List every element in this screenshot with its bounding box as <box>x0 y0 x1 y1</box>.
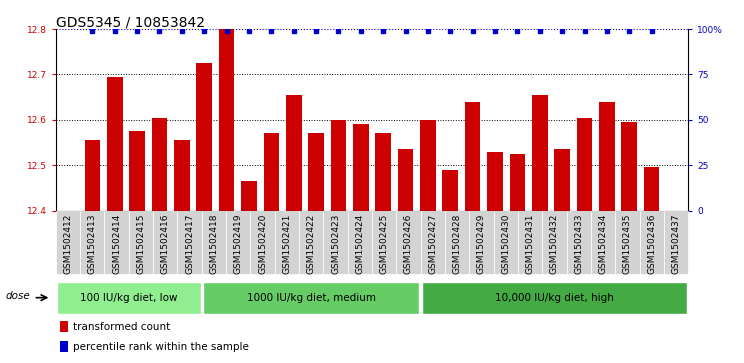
Bar <box>465 102 481 211</box>
Text: GSM1502437: GSM1502437 <box>672 214 681 274</box>
Bar <box>174 140 190 211</box>
Bar <box>263 133 279 211</box>
Bar <box>299 211 324 274</box>
Text: GSM1502417: GSM1502417 <box>185 214 194 274</box>
Bar <box>420 211 445 274</box>
Bar <box>493 211 518 274</box>
Text: transformed count: transformed count <box>73 322 170 332</box>
Text: GSM1502426: GSM1502426 <box>404 214 413 274</box>
Bar <box>577 118 592 211</box>
Bar <box>60 341 68 352</box>
Bar <box>104 211 129 274</box>
Bar <box>372 211 397 274</box>
Text: dose: dose <box>6 291 31 301</box>
Bar <box>129 131 145 211</box>
Bar <box>152 118 167 211</box>
FancyBboxPatch shape <box>57 282 201 314</box>
Bar <box>376 133 391 211</box>
Text: GSM1502415: GSM1502415 <box>136 214 145 274</box>
Bar <box>56 211 80 274</box>
Text: GDS5345 / 10853842: GDS5345 / 10853842 <box>56 15 205 29</box>
Bar <box>599 102 615 211</box>
Text: GSM1502434: GSM1502434 <box>599 214 608 274</box>
Text: GSM1502425: GSM1502425 <box>379 214 388 274</box>
Bar <box>275 211 299 274</box>
Text: GSM1502419: GSM1502419 <box>234 214 243 274</box>
Bar <box>487 151 503 211</box>
FancyBboxPatch shape <box>203 282 420 314</box>
Text: percentile rank within the sample: percentile rank within the sample <box>73 342 248 352</box>
Text: GSM1502422: GSM1502422 <box>307 214 315 274</box>
Bar <box>353 124 368 211</box>
Bar <box>615 211 640 274</box>
Bar <box>443 170 458 211</box>
Bar <box>640 211 664 274</box>
Bar <box>397 211 420 274</box>
Text: GSM1502430: GSM1502430 <box>501 214 510 274</box>
Bar <box>445 211 469 274</box>
Bar <box>226 211 251 274</box>
Bar <box>107 77 123 211</box>
Bar <box>469 211 493 274</box>
Text: GSM1502431: GSM1502431 <box>525 214 535 274</box>
Bar <box>60 321 68 333</box>
Bar <box>196 63 212 211</box>
Text: GSM1502432: GSM1502432 <box>550 214 559 274</box>
Bar <box>420 120 436 211</box>
Bar <box>621 122 637 211</box>
Text: GSM1502418: GSM1502418 <box>209 214 219 274</box>
Bar <box>153 211 177 274</box>
Bar <box>591 211 615 274</box>
Bar <box>510 154 525 211</box>
Bar <box>518 211 542 274</box>
Text: GSM1502412: GSM1502412 <box>63 214 72 274</box>
Bar <box>664 211 688 274</box>
Bar <box>308 133 324 211</box>
Text: GSM1502436: GSM1502436 <box>647 214 656 274</box>
Bar <box>644 167 659 211</box>
Bar <box>177 211 202 274</box>
Bar <box>286 95 301 211</box>
Bar <box>80 211 104 274</box>
Bar <box>85 140 100 211</box>
Text: 100 IU/kg diet, low: 100 IU/kg diet, low <box>80 293 178 303</box>
Bar <box>542 211 567 274</box>
Text: GSM1502423: GSM1502423 <box>331 214 340 274</box>
FancyBboxPatch shape <box>422 282 687 314</box>
Text: GSM1502428: GSM1502428 <box>452 214 461 274</box>
Bar <box>398 149 414 211</box>
Bar <box>219 29 234 211</box>
Bar <box>251 211 275 274</box>
Text: GSM1502416: GSM1502416 <box>161 214 170 274</box>
Bar <box>330 120 346 211</box>
Text: GSM1502421: GSM1502421 <box>283 214 292 274</box>
Text: GSM1502427: GSM1502427 <box>429 214 437 274</box>
Bar <box>347 211 372 274</box>
Bar <box>202 211 226 274</box>
Bar <box>532 95 548 211</box>
Text: GSM1502429: GSM1502429 <box>477 214 486 274</box>
Text: 1000 IU/kg diet, medium: 1000 IU/kg diet, medium <box>247 293 376 303</box>
Bar <box>554 149 570 211</box>
Text: GSM1502420: GSM1502420 <box>258 214 267 274</box>
Text: GSM1502413: GSM1502413 <box>88 214 97 274</box>
Text: GSM1502424: GSM1502424 <box>356 214 365 274</box>
Bar <box>567 211 591 274</box>
Text: GSM1502433: GSM1502433 <box>574 214 583 274</box>
Bar <box>129 211 153 274</box>
Text: GSM1502414: GSM1502414 <box>112 214 121 274</box>
Text: GSM1502435: GSM1502435 <box>623 214 632 274</box>
Bar <box>324 211 347 274</box>
Bar <box>241 181 257 211</box>
Text: 10,000 IU/kg diet, high: 10,000 IU/kg diet, high <box>495 293 614 303</box>
